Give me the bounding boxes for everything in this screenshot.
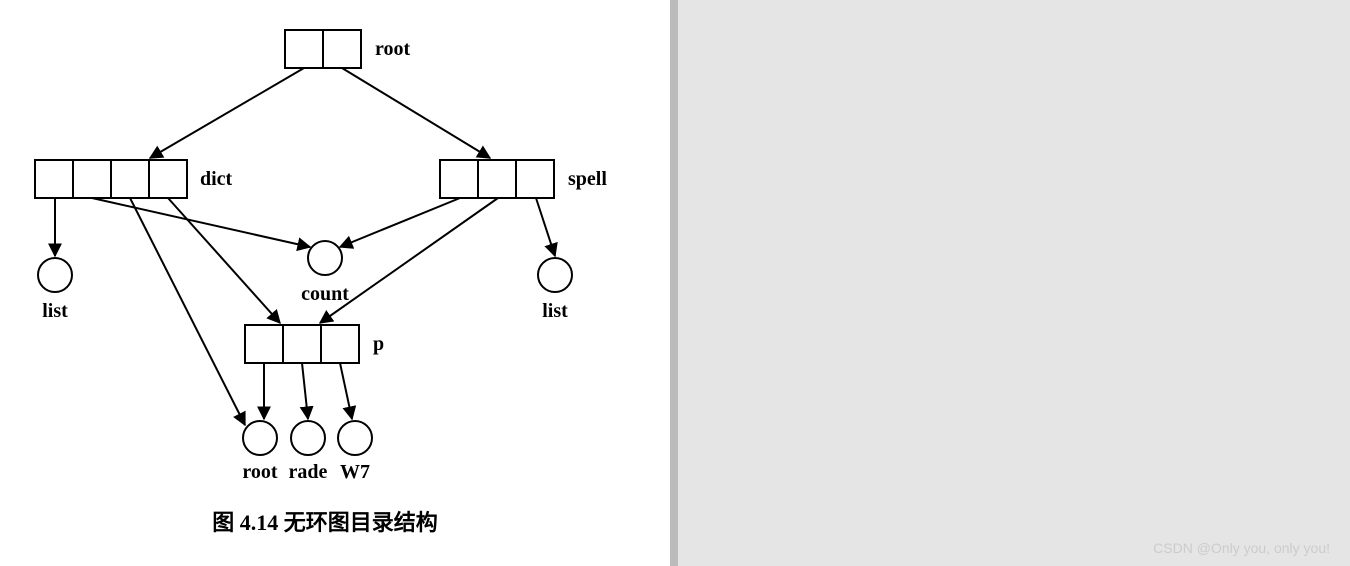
watermark-text: CSDN @Only you, only you! xyxy=(1153,540,1330,556)
svg-text:rade: rade xyxy=(289,461,328,483)
node-w7c: W7 xyxy=(338,421,372,483)
svg-text:p: p xyxy=(373,333,384,355)
svg-text:root: root xyxy=(242,461,278,483)
svg-text:list: list xyxy=(42,300,68,322)
node-p: p xyxy=(245,325,384,363)
dag-diagram: root dict spell list count list p root rade W7 图 4… xyxy=(0,0,670,566)
node-list2: list xyxy=(538,258,572,322)
svg-text:spell: spell xyxy=(568,168,607,190)
svg-text:list: list xyxy=(542,300,568,322)
node-radec: rade xyxy=(289,421,328,483)
panel-divider xyxy=(670,0,678,566)
node-dict: dict xyxy=(35,160,233,198)
diagram-panel: root dict spell list count list p root rade W7 图 4… xyxy=(0,0,670,566)
node-root: root xyxy=(285,30,411,68)
svg-text:W7: W7 xyxy=(340,461,370,483)
node-rootc: root xyxy=(242,421,278,483)
svg-text:count: count xyxy=(301,283,349,305)
node-spell: spell xyxy=(440,160,607,198)
figure-caption: 图 4.14 无环图目录结构 xyxy=(212,510,438,535)
node-count: count xyxy=(301,241,349,305)
node-list1: list xyxy=(38,258,72,322)
svg-text:dict: dict xyxy=(200,168,233,190)
empty-panel xyxy=(678,0,1350,566)
svg-text:root: root xyxy=(375,38,411,60)
